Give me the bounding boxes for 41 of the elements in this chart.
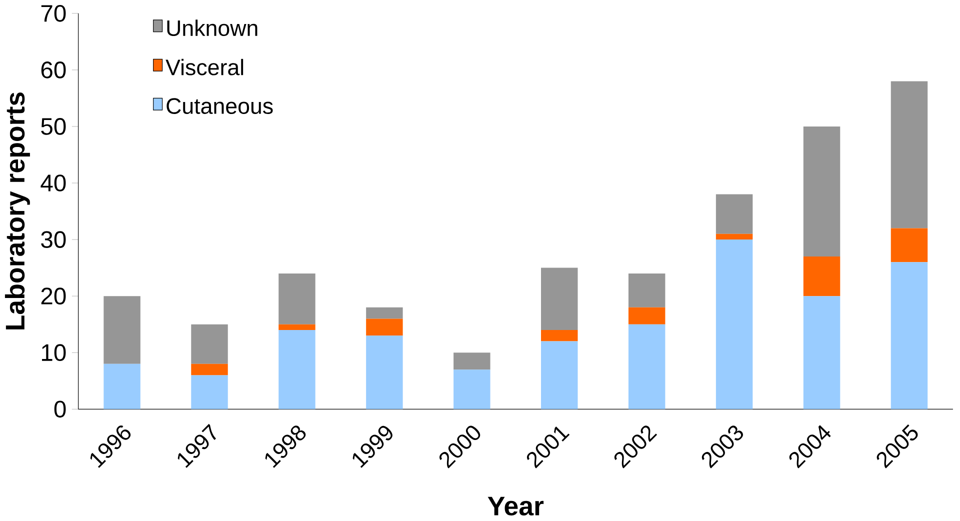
y-tick-label: 30 [41,231,66,248]
bar [803,296,840,410]
y-tick-label: 10 [42,344,66,362]
legend-label: Cutaneous [166,98,273,114]
bar [191,375,228,410]
bar [278,274,316,325]
bar [541,330,578,342]
bar [716,240,753,410]
y-tick-label: 20 [41,288,66,305]
bar [716,194,753,234]
bar [890,81,928,228]
bar [191,364,228,376]
bar [278,324,316,330]
bar [541,268,578,330]
bar [366,308,403,319]
x-axis-title: Year [488,497,544,516]
y-tick-label: 70 [41,5,66,22]
y-tick-label: 0 [54,400,66,418]
bar [541,342,578,410]
bar [104,296,140,364]
bar [278,330,316,410]
bar [803,126,840,257]
bar [366,318,403,336]
bar [454,370,490,410]
y-tick-label: 50 [41,118,66,136]
bar [628,308,666,325]
bar [366,336,403,410]
bar [890,262,928,410]
y-tick-label: 40 [40,174,66,192]
bar [890,228,928,262]
legend-label: Visceral [166,59,244,76]
y-axis-title: Laboratory reports [4,92,30,330]
bar [104,364,140,410]
bar [803,256,840,296]
bar [628,274,666,308]
bar [454,352,490,370]
y-tick-label: 60 [41,62,66,79]
legend-label: Unknown [167,20,258,36]
bar [628,324,666,410]
bar [716,234,753,240]
bar [191,324,228,364]
